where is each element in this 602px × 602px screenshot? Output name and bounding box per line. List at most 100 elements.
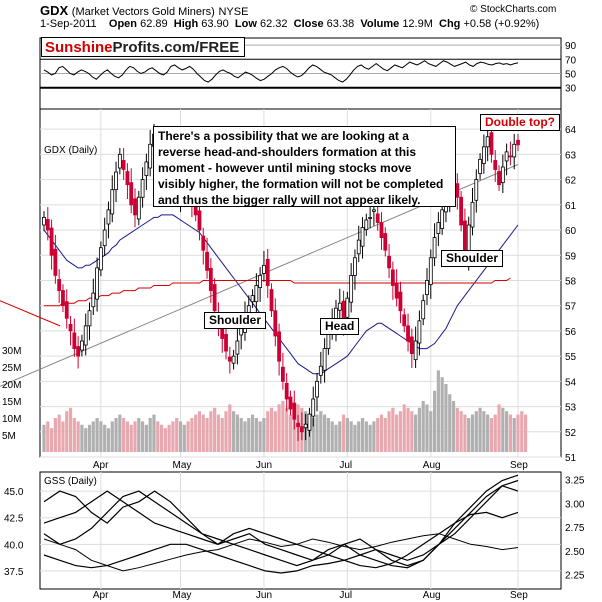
chart-title: GDX (Market Vectors Gold Miners) NYSE [40,3,248,18]
candle-body [379,222,384,239]
volume-bar [186,421,190,452]
price-tick-label: 55 [565,352,577,363]
rsi-line [43,60,519,83]
price-tick-label: 53 [565,403,577,414]
volume-bar [171,421,175,452]
comparison-panel [39,471,562,590]
exchange: NYSE [218,6,249,18]
volume-bar [417,407,422,452]
candle-body [459,196,464,226]
volume-bar [330,421,334,452]
candle-body [303,423,308,429]
volume-bar [341,414,346,452]
volume-bar [159,424,164,452]
volume-bar [505,411,509,452]
month-tick-label: Apr [93,590,109,601]
candle-body [280,366,285,382]
candle-body [474,179,479,201]
candle-body [87,310,92,327]
annotation-callout: There's a possibility that we are lookin… [153,126,456,207]
volume-bar [523,414,528,452]
candle-body [212,284,217,312]
candle-body [368,217,373,219]
volume-bar [190,418,194,452]
moving-average-200-line [44,277,511,307]
volume-bar [391,407,395,452]
volume-bar [357,421,361,452]
price-tick-label: 64 [565,125,577,136]
volume-bar [292,411,296,452]
rsi-tick-label: 50 [565,70,577,81]
candle-body [508,155,513,158]
volume-bar [402,404,406,452]
candle-body [235,340,240,355]
volume-bar [285,407,289,452]
candle-body [485,136,490,148]
volume-bar [87,424,92,452]
annotation-shoulder-right: Shoulder [441,250,504,267]
gss-left-tick-label: 42.5 [4,514,24,525]
candle-body [349,275,354,303]
rsi-tick-label: 30 [565,84,577,95]
quote-date: 1-Sep-2011 [40,18,97,30]
candle-body [421,300,426,320]
volume-bar [288,414,293,452]
candle-body [68,323,73,332]
volume-bar [501,407,505,452]
volume-bar [383,418,387,452]
candle-body [315,380,319,398]
candle-body [383,233,388,251]
candle-body [239,327,244,336]
candle-body [311,398,316,417]
volume-bar [353,424,357,452]
volume-tick-label: 20M [2,380,21,391]
candle-body [372,209,376,212]
candle-body [205,251,209,271]
candle-body [497,171,501,186]
candle-body [425,280,429,296]
candle-body [436,222,441,234]
gss-left-tick-label: 37.5 [4,567,24,578]
volume-bar [239,418,243,452]
volume-bar [459,411,463,452]
volume-bar [91,421,95,452]
gss-series-line [43,533,519,572]
volume-bar [432,390,437,452]
candle-body [76,346,81,357]
month-tick-label: Apr [93,460,109,471]
volume-bar [243,421,247,452]
volume-bar [497,404,501,452]
volume-bar [148,418,152,452]
volume-bar [455,407,459,452]
gss-right-tick-label: 3.00 [565,499,585,510]
volume-bar [376,418,380,452]
volume-bar [175,418,179,452]
volume-bar [436,370,440,452]
candle-body [337,302,342,311]
price-panel-title: GDX (Daily) [44,145,97,156]
volume-bar [95,418,99,452]
volume-bar [178,421,183,452]
candle-body [140,179,145,198]
annotation-double-top: Double top? [480,114,560,131]
month-tick-label: Jun [256,590,272,601]
volume-bar [474,411,478,452]
candle-body [53,248,58,276]
candle-body [428,257,433,285]
volume-bar [72,418,76,452]
candle-body [57,279,62,291]
volume-bar [103,424,107,452]
candle-body [61,290,65,307]
volume-bar [486,414,490,452]
candle-body [45,219,50,231]
candle-body [478,159,482,174]
volume-bar [42,424,46,452]
candle-body [273,310,278,337]
candle-body [409,336,414,355]
volume-bar [65,411,69,452]
candle-body [481,146,486,164]
price-tick-label: 57 [565,302,577,313]
candle-body [144,161,149,176]
volume-bar [440,377,444,452]
